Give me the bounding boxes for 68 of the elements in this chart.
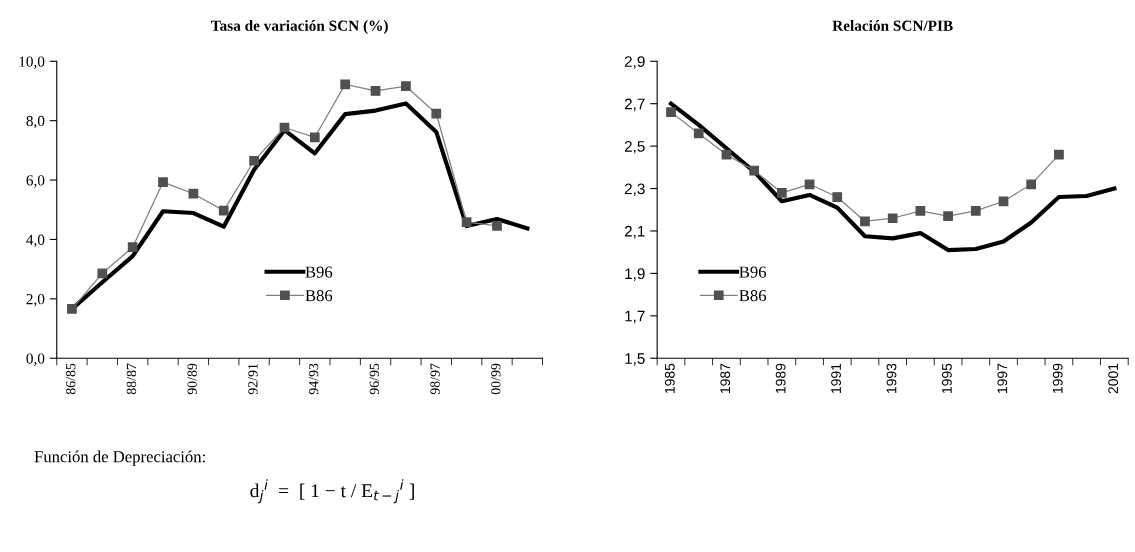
text: d$_{j}$$^{i}$ = [ 1 − t / E$_{t−j}$$^{i}$ ] (250, 479, 414, 504)
legend-label: B86 (305, 290, 333, 302)
y-tick-label: 6,0 (26, 175, 45, 188)
point (249, 155, 259, 166)
x-tick-label: 1985 (664, 363, 675, 393)
legend-label: B86 (739, 290, 767, 302)
point (97, 268, 108, 279)
y-tick-label: 2,5 (624, 140, 645, 154)
point (218, 205, 229, 216)
point (340, 79, 351, 90)
point (915, 205, 926, 216)
y-tick-label: 1,5 (625, 353, 645, 366)
legend-label: B96 (305, 266, 333, 278)
line-series (668, 101, 1117, 253)
x-tick-label: 00/99 (491, 363, 501, 395)
point (127, 242, 138, 253)
point (693, 128, 704, 139)
x-tick-label: 90/89 (187, 363, 197, 395)
x-tick-label: 86/85 (66, 363, 76, 395)
point (749, 165, 760, 176)
point (943, 211, 953, 221)
y-tick-label: 2,7 (624, 98, 645, 112)
chart-title: Relación SCN/PIB (832, 20, 953, 31)
x-tick-label: 1995 (941, 363, 952, 393)
point (188, 188, 199, 199)
text: Función de Depreciación: (34, 450, 205, 466)
point (887, 213, 898, 224)
point (492, 220, 502, 231)
legend-label: B96 (739, 266, 767, 278)
x-tick-label: 1999 (1052, 363, 1063, 393)
y-tick-label: 0,0 (26, 353, 45, 366)
point (370, 86, 381, 96)
x-tick-label: 2001 (1108, 363, 1119, 394)
x-tick-label: 88/87 (126, 363, 137, 395)
x-tick-label: 94/93 (308, 363, 319, 395)
y-tick-label: 2,9 (624, 56, 645, 69)
x-tick-label: 1997 (997, 363, 1008, 393)
y-tick-label: 2,0 (26, 293, 45, 307)
y-tick-label: 1,9 (625, 268, 645, 281)
x-tick-label: 1987 (720, 363, 731, 393)
y-tick-label: 2,3 (624, 183, 645, 197)
point (431, 108, 442, 119)
point (67, 304, 77, 314)
x-tick-label: 1991 (831, 363, 841, 393)
point (401, 81, 411, 92)
x-tick-label: 98/97 (430, 363, 440, 395)
y-tick-label: 2,1 (624, 225, 645, 239)
x-tick-label: 92/91 (248, 363, 258, 395)
x-tick-label: 1989 (775, 363, 786, 393)
point (970, 205, 981, 216)
y-tick-label: 8,0 (26, 115, 45, 129)
point (1026, 179, 1037, 190)
y-tick-label: 10,0 (19, 56, 45, 69)
point (804, 179, 815, 190)
point (461, 217, 472, 228)
x-tick-label: 96/95 (369, 363, 380, 395)
x-tick-label: 1993 (886, 363, 897, 393)
point (309, 132, 320, 143)
chart-title: Tasa de variación SCN (%) (211, 20, 388, 34)
point (860, 216, 870, 227)
point (998, 196, 1009, 207)
point (1054, 149, 1064, 160)
y-tick-label: 4,0 (26, 234, 45, 248)
y-tick-label: 1,7 (625, 310, 645, 324)
point (832, 192, 843, 202)
point (666, 107, 676, 118)
point (158, 177, 168, 188)
point (776, 187, 787, 198)
